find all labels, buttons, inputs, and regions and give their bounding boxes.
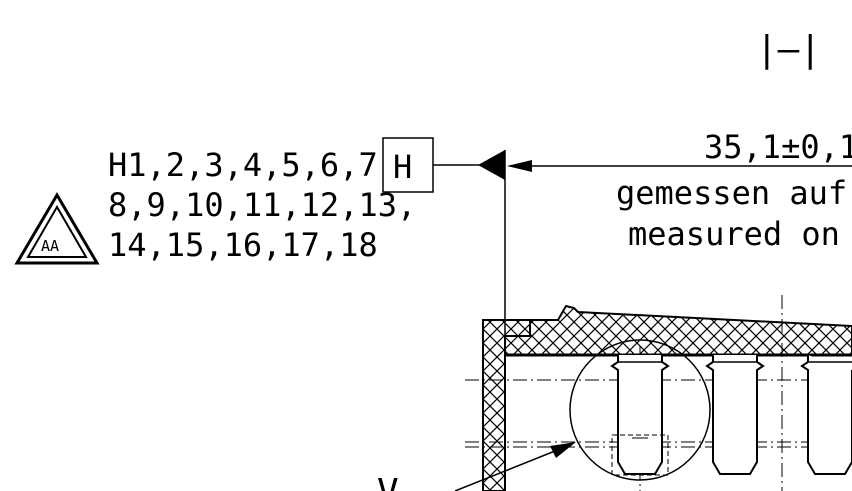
part-section: [454, 295, 852, 491]
pin: [610, 355, 670, 475]
datum-list-line-1: H1,2,3,4,5,6,7,: [108, 146, 397, 184]
detail-circle: [569, 339, 711, 481]
dimension-arrowhead: [507, 160, 532, 172]
warning-label: AA: [41, 237, 59, 255]
datum-h-box: H: [382, 137, 434, 193]
warning-triangle-icon: AA: [14, 192, 100, 265]
datum-triangle-icon: [478, 150, 505, 180]
datum-list-line-2: 8,9,10,11,12,13,: [108, 186, 416, 224]
note-german: gemessen auf: [616, 174, 847, 212]
dimension-value: 35,1±0,1: [704, 128, 852, 166]
note-english: measured on: [628, 215, 840, 253]
view-marker: |–|: [756, 29, 821, 70]
pin: [800, 355, 852, 475]
pin: [705, 355, 765, 475]
datum-list-line-3: 14,15,16,17,18: [108, 226, 378, 264]
datum-letter: H: [393, 148, 412, 186]
detail-label: V: [377, 472, 399, 491]
